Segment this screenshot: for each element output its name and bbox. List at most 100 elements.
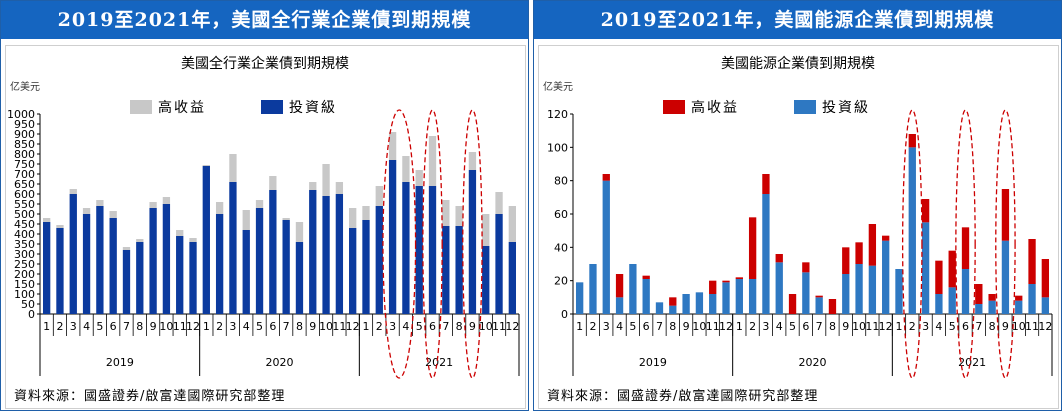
bar-investment-grade (335, 194, 344, 314)
bar-high-yield (428, 136, 437, 186)
highlight-ellipse (995, 109, 1016, 379)
bar-investment-grade (695, 292, 704, 314)
y-tick-label: 50 (21, 298, 35, 311)
bar-investment-grade (908, 147, 916, 314)
bar-high-yield (1015, 295, 1023, 301)
y-tick-label: 40 (554, 241, 568, 254)
bar-high-yield (842, 247, 850, 274)
bar-investment-grade (855, 264, 863, 314)
panel-banner-title: 2019至2021年，美國全行業企業債到期規模 (1, 1, 528, 39)
source-note: 資料來源：國盛證券/啟富達國際研究部整理 (14, 389, 286, 404)
bar-investment-grade (629, 264, 637, 314)
bar-high-yield (255, 200, 264, 208)
x-tick-label: 8 (136, 320, 143, 333)
bar-investment-grade (202, 166, 210, 314)
bar-investment-grade (921, 222, 930, 314)
bar-high-yield (788, 294, 797, 314)
bar-high-yield (815, 295, 823, 298)
y-tick-label: 1000 (7, 108, 35, 121)
x-tick-label: 6 (429, 320, 436, 333)
bar-investment-grade (882, 240, 890, 314)
bar-high-yield (202, 165, 210, 166)
bar-investment-grade (988, 300, 996, 314)
x-tick-label: 8 (989, 320, 996, 333)
x-tick-label: 7 (123, 320, 130, 333)
bar-high-yield (882, 235, 890, 241)
x-tick-label: 2 (376, 320, 383, 333)
bar-investment-grade (215, 214, 224, 314)
x-tick-label: 6 (110, 320, 117, 333)
bar-high-yield (162, 197, 171, 204)
x-tick-label: 10 (159, 320, 173, 333)
source-note: 資料來源：國盛證券/啟富達國際研究部整理 (547, 389, 819, 404)
x-tick-label: 8 (456, 320, 463, 333)
bar-high-yield (56, 225, 64, 228)
bar-high-yield (136, 239, 144, 242)
year-label: 2019 (639, 356, 667, 369)
bar-investment-grade (975, 304, 983, 314)
x-tick-label: 6 (962, 320, 969, 333)
unit-label: 亿美元 (10, 80, 40, 93)
bar-investment-grade (269, 190, 277, 314)
y-tick-label: 0 (561, 308, 568, 321)
bar-high-yield (1028, 239, 1036, 284)
x-tick-label: 2 (216, 320, 223, 333)
bar-high-yield (349, 208, 357, 228)
x-tick-label: 5 (949, 320, 956, 333)
x-tick-label: 1 (576, 320, 583, 333)
bar-high-yield (1001, 189, 1010, 241)
legend-label-investment-grade: 投資級 (289, 100, 337, 116)
bar-high-yield (96, 200, 104, 206)
chart-title: 美國能源企業債到期規模 (721, 55, 875, 72)
highlight-ellipse (462, 109, 483, 379)
bar-high-yield (988, 294, 996, 301)
y-tick-label: 750 (14, 158, 35, 171)
y-tick-label: 60 (554, 208, 568, 221)
bar-investment-grade (349, 228, 357, 314)
bar-high-yield (935, 260, 943, 294)
y-tick-label: 0 (28, 308, 35, 321)
chart-frame: 美國能源企業債到期規模 亿美元 高收益 投資級 0 20 40 60 80 100 120 1 2 3 4 5… (538, 45, 1059, 409)
x-tick-label: 9 (309, 320, 316, 333)
bar-high-yield (149, 202, 157, 208)
bar-investment-grade (162, 204, 171, 314)
bar-investment-grade (602, 180, 610, 314)
bar-investment-grade (402, 182, 410, 314)
chart-panel-all-industries: 2019至2021年，美國全行業企業債到期規模 美國全行業企業債到期規模 亿美元高… (0, 0, 529, 411)
x-tick-label: 4 (402, 320, 409, 333)
bar-investment-grade (309, 190, 317, 314)
y-tick-label: 450 (14, 218, 35, 231)
y-tick-label: 300 (14, 248, 35, 261)
x-tick-label: 6 (643, 320, 650, 333)
y-tick-label: 100 (547, 141, 568, 154)
y-tick-label: 120 (547, 108, 568, 121)
x-tick-label: 11 (492, 320, 506, 333)
highlight-ellipse (382, 109, 417, 379)
x-tick-label: 7 (656, 320, 663, 333)
x-tick-label: 4 (776, 320, 783, 333)
bar-investment-grade (56, 228, 64, 314)
bar-investment-grade (842, 274, 850, 314)
year-label: 2019 (106, 356, 134, 369)
bar-investment-grade (96, 206, 104, 314)
x-tick-label: 5 (256, 320, 263, 333)
bar-investment-grade (961, 269, 970, 314)
bar-high-yield (855, 242, 863, 264)
bar-high-yield (189, 238, 197, 242)
bar-high-yield (602, 174, 610, 181)
bar-high-yield (109, 211, 117, 218)
bar-investment-grade (1015, 300, 1023, 314)
y-tick-label: 200 (14, 268, 35, 281)
y-tick-label: 650 (14, 178, 35, 191)
bar-high-yield (775, 254, 783, 263)
x-tick-label: 10 (852, 320, 866, 333)
y-tick-label: 250 (14, 258, 35, 271)
bar-high-yield (322, 164, 330, 196)
highlight-ellipse (901, 109, 923, 379)
bar-investment-grade (748, 279, 757, 314)
x-tick-label: 3 (603, 320, 610, 333)
legend-swatch-high-yield (130, 100, 152, 114)
bar-investment-grade (415, 186, 423, 314)
y-tick-label: 600 (14, 188, 35, 201)
x-tick-label: 11 (332, 320, 346, 333)
